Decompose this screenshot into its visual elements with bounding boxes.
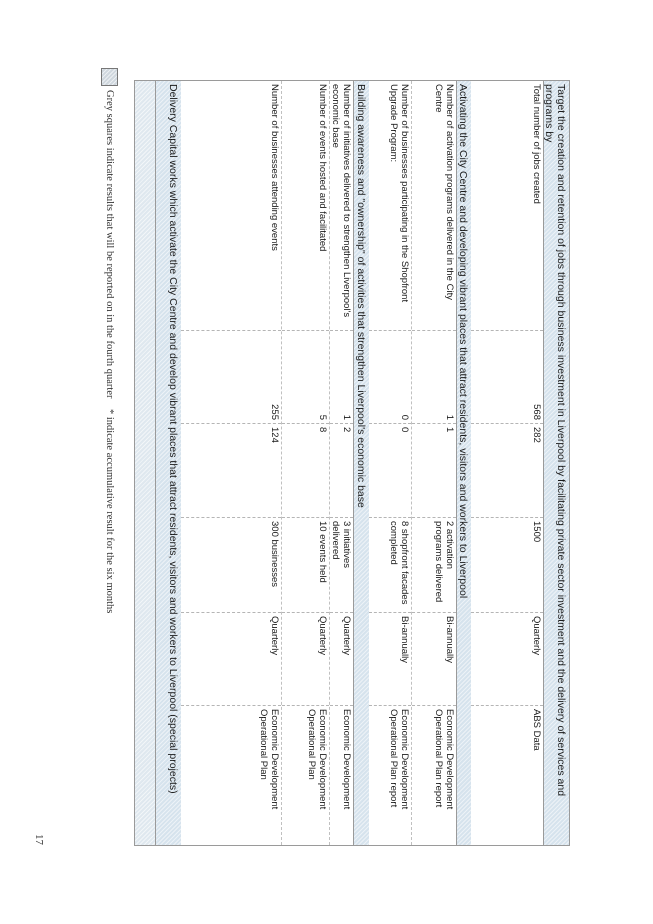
legend: Grey squares indicate results that will … [101,68,118,614]
grey-square-swatch [101,68,118,86]
source-cell: Economic Development Operational Plan re… [433,709,455,810]
result-cell-2: 8 [282,424,329,518]
source-cell: Economic Development Operational Plan re… [388,709,410,810]
table-row: Number of businesses attending events 25… [181,81,281,845]
result-cell-1: 0 [369,331,411,424]
result-cell-2: 124 [181,424,281,518]
kpi-table: Target the creation and retention of job… [134,80,570,846]
frequency-cell: Quarterly [471,613,543,706]
row-divider [329,81,330,845]
frequency-cell: Bi-annually [369,613,411,706]
result-cell-2: 1 [412,424,456,518]
target-cell: 10 events held [282,518,329,613]
target-cell: 8 shopfront facades completed [369,518,411,613]
target-cell: 2 activation programs delivered [412,518,456,613]
measure-cell: Number of activation programs delivered … [412,81,456,331]
measure-cell: Number of businesses participating in th… [369,81,411,331]
section-header-capital-works: Delivery Capital works which activate th… [155,81,181,845]
result-cell-1: 5 [282,331,329,424]
source-cell: Economic Development [341,709,352,810]
table-row: Number of activation programs delivered … [412,81,456,845]
target-cell: 300 businesses [181,518,281,613]
result-cell-2: 2 [330,424,353,518]
row-divider [411,81,412,845]
section-title: Activating the City Centre and developin… [457,84,469,599]
measure-cell: Number of initiatives delivered to stren… [330,81,353,331]
section-header-awareness: Building awareness and "ownership" of ac… [353,81,369,845]
frequency-cell: Quarterly [181,613,281,706]
target-cell: 1500 [471,518,543,613]
section-title: Building awareness and "ownership" of ac… [355,84,367,508]
table-row: Number of initiatives delivered to stren… [330,81,353,845]
section-header-jobs: Target the creation and retention of job… [543,81,569,845]
measure-cell: Total number of jobs created [471,81,543,331]
result-cell-1: 1 [412,331,456,424]
table-row: Number of businesses participating in th… [369,81,411,845]
section-header-activation: Activating the City Centre and developin… [456,81,471,845]
legend-grey-note: Grey squares indicate results that will … [104,90,115,399]
table-row-pending [135,81,155,845]
target-cell: 3 initiatives delivered [330,518,353,613]
table-row: Number of events hosted and facilitated … [282,81,329,845]
section-title: Delivery Capital works which activate th… [167,84,179,794]
measure-cell: Number of events hosted and facilitated [282,81,329,331]
section-title: Target the creation and retention of job… [543,84,567,797]
result-cell-1: 1 [330,331,353,424]
source-cell: Economic Development Operational Plan [258,709,280,810]
page-number: 17 [33,834,45,845]
row-divider [281,81,282,845]
result-cell-1: 255 [181,331,281,424]
table-row: Total number of jobs created 568 282 150… [471,81,543,845]
result-cell-1: 568 [471,331,543,424]
source-cell: ABS Data [531,709,542,751]
frequency-cell: Bi-annually [412,613,456,706]
frequency-cell: Quarterly [282,613,329,706]
result-cell-2: 0 [369,424,411,518]
legend-cumulative-note: * indicate accumulative result for the s… [104,408,115,614]
frequency-cell: Quarterly [330,613,353,706]
measure-cell: Number of businesses attending events [181,81,281,331]
result-cell-2: 282 [471,424,543,518]
source-cell: Economic Development Operational Plan [306,709,328,810]
